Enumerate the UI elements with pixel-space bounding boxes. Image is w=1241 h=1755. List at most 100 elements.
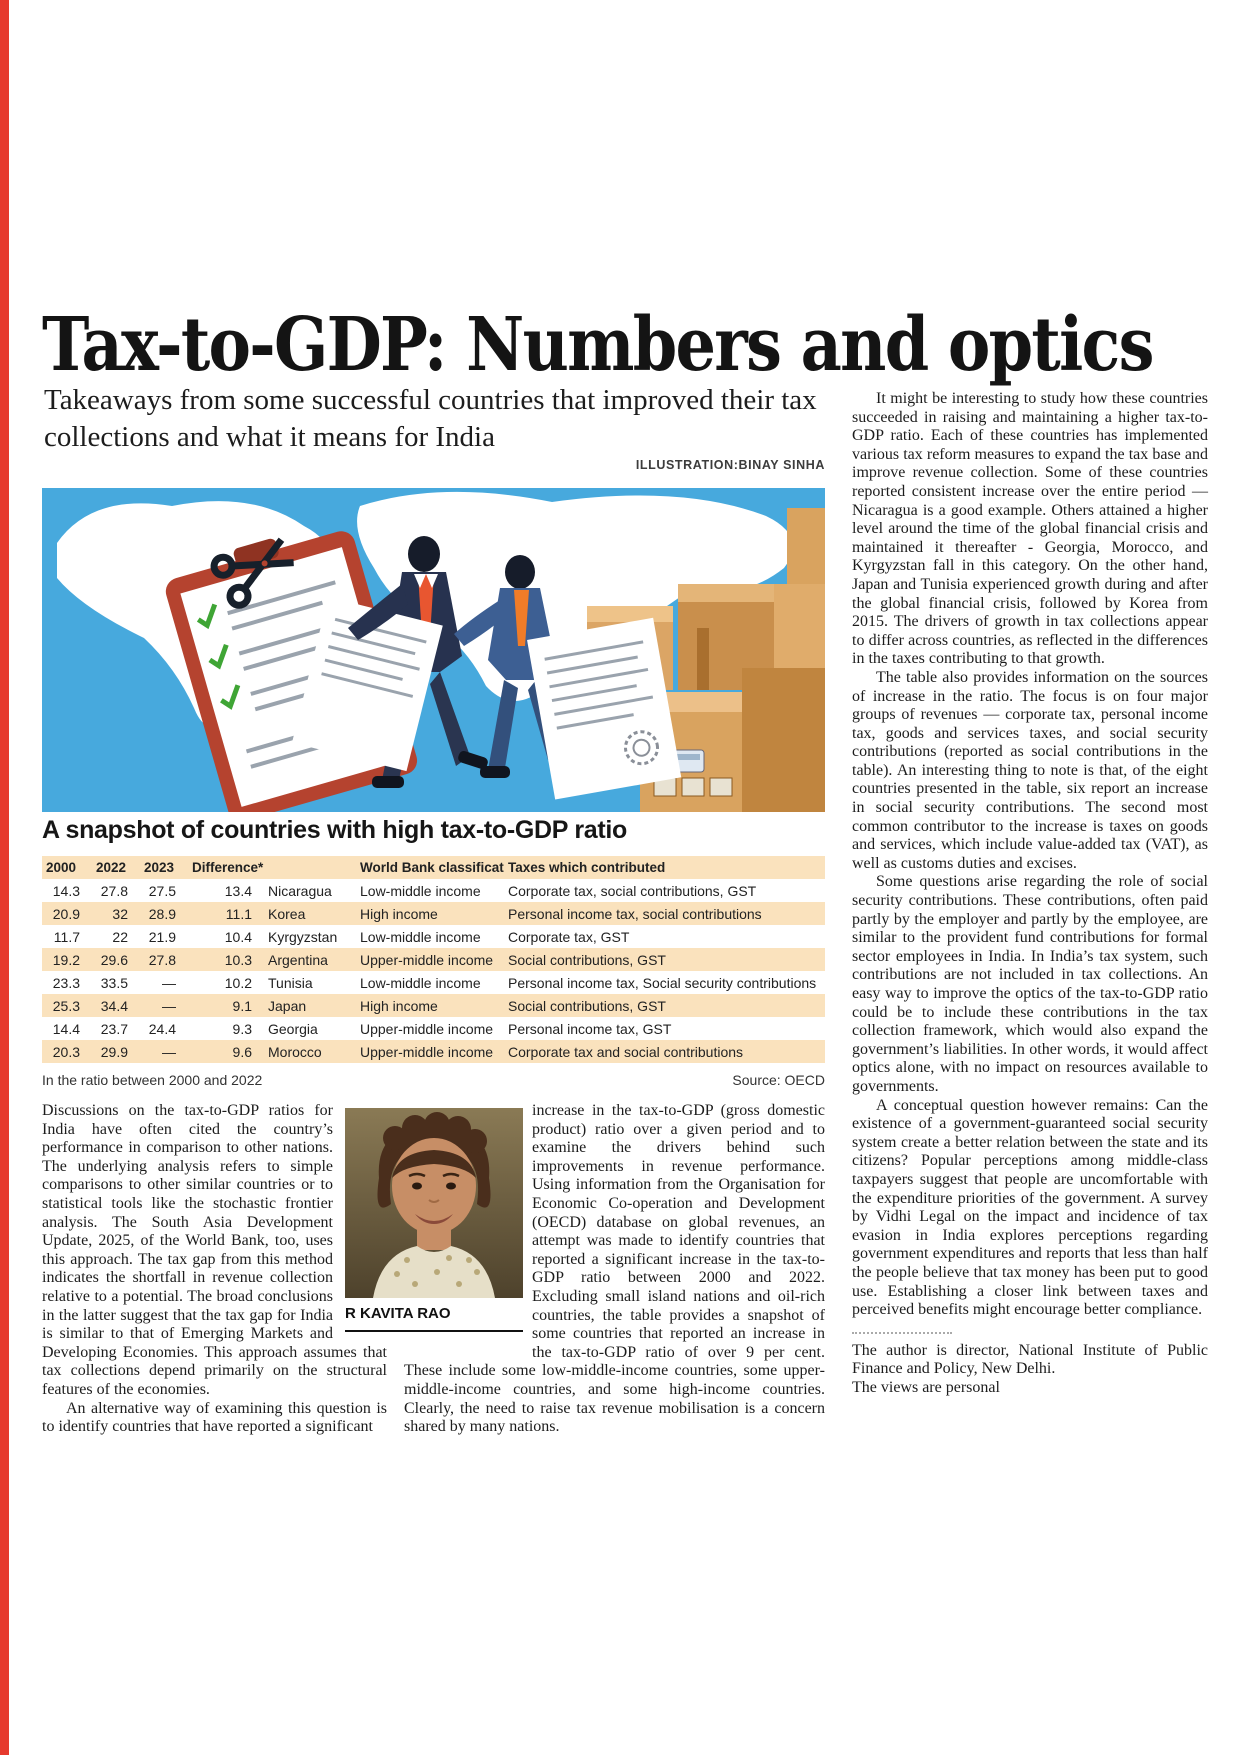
businessman-figure-left	[292, 536, 488, 788]
body-paragraph: The table also provides information on t…	[852, 668, 1208, 872]
table-cell: —	[140, 1040, 188, 1063]
body-paragraph: A conceptual question however remains: C…	[852, 1096, 1208, 1319]
table-cell: Upper-middle income	[360, 1020, 494, 1037]
dotted-separator	[852, 1331, 952, 1334]
table-cell: Korea	[264, 902, 356, 925]
table-cell: 11.1	[188, 902, 264, 925]
illustration-credit: ILLUSTRATION:BINAY SINHA	[635, 458, 825, 472]
table-cell: 10.3	[188, 948, 264, 971]
table-cell: Low-middle income	[360, 928, 481, 945]
table-cell: 9.6	[188, 1040, 264, 1063]
col-header-2023: 2023	[140, 856, 188, 879]
table-cell: 19.2	[42, 948, 92, 971]
table-cell: 9.3	[232, 1020, 252, 1037]
table-cell: 11.7	[53, 928, 80, 945]
table-cell: Kyrgyzstan	[268, 928, 338, 945]
table-cell: 23.3	[52, 974, 80, 991]
body-paragraph: Discussions on the tax-to-GDP ratios for…	[42, 1102, 387, 1398]
author-note: The author is director, National Institu…	[852, 1342, 1208, 1398]
table-cell: 29.9	[92, 1040, 140, 1063]
table-cell: 20.9	[42, 902, 92, 925]
table-cell: —	[162, 974, 176, 991]
table-source: Source: OECD	[732, 1072, 825, 1088]
table-cell: Personal income tax, Social security con…	[508, 974, 817, 991]
table-cell: Argentina	[264, 948, 356, 971]
table-cell: 28.9	[140, 902, 188, 925]
table-cell: 32	[92, 902, 140, 925]
businessman-figure-right	[454, 555, 682, 800]
subtitle: Takeaways from some successful countries…	[44, 384, 817, 453]
col-header-taxes: Taxes which contributed	[504, 856, 825, 879]
table-cell: Social contributions, GST	[504, 948, 825, 971]
table-cell: Corporate tax, social contributions, GST	[508, 882, 757, 899]
table-cell: 21.9	[148, 928, 176, 945]
scissors-icon	[210, 537, 294, 609]
table-cell: Low-middle income	[360, 974, 481, 991]
table-cell: 14.3	[52, 882, 80, 899]
table-row: 25.3 34.4 — 9.1 Japan High income Social…	[42, 994, 825, 1017]
col-header-country	[264, 856, 356, 879]
body-paragraph: An alternative way of examining this que…	[42, 1399, 387, 1436]
table-row: 11.7 22 21.9 10.4 Kyrgyzstan Low-middle …	[42, 925, 825, 948]
table-cell: 9.1	[188, 994, 264, 1017]
table-cell: 22	[112, 928, 128, 945]
author-portrait-photo	[345, 1108, 523, 1298]
table-cell: Corporate tax, GST	[508, 928, 630, 945]
body-paragraph: increase in the tax-to-GDP (gross domest…	[404, 1102, 825, 1436]
table-cell: 34.4	[92, 994, 140, 1017]
col-header-classification: World Bank classification	[356, 856, 504, 879]
illustration-graphic	[42, 488, 825, 821]
article-column-2: increase in the tax-to-GDP (gross domest…	[404, 1102, 825, 1437]
table-cell: —	[140, 994, 188, 1017]
checkmark-icons	[196, 603, 241, 710]
red-spine-bar	[0, 0, 9, 1755]
table-row: 19.2 29.6 27.8 10.3 Argentina Upper-midd…	[42, 948, 825, 971]
article-body: Discussions on the tax-to-GDP ratios for…	[42, 1102, 825, 1482]
page-title: Tax-to-GDP: Numbers and optics	[42, 301, 1154, 388]
table-cell: Tunisia	[268, 974, 313, 991]
table-cell: 33.5	[100, 974, 128, 991]
table-row: 20.9 32 28.9 11.1 Korea High income Pers…	[42, 902, 825, 925]
table-cell: 20.3	[42, 1040, 92, 1063]
table-cell: Upper-middle income	[356, 1040, 504, 1063]
table-cell: Low-middle income	[360, 882, 481, 899]
table-cell: 13.4	[224, 882, 252, 899]
table-title: A snapshot of countries with high tax-to…	[42, 816, 628, 844]
table-cell: Nicaragua	[268, 882, 332, 899]
illustration	[42, 488, 825, 821]
col-header-difference: Difference*	[188, 856, 264, 879]
table-cell: Upper-middle income	[356, 948, 504, 971]
body-paragraph: It might be interesting to study how the…	[852, 390, 1208, 668]
table-cell: Social contributions, GST	[504, 994, 825, 1017]
col-header-2000: 2000	[42, 856, 92, 879]
table-cell: High income	[356, 902, 504, 925]
table-header-row: 2000 2022 2023 Difference* World Bank cl…	[42, 856, 825, 879]
table-cell: 27.8	[140, 948, 188, 971]
table-cell: Morocco	[264, 1040, 356, 1063]
table-cell: 25.3	[42, 994, 92, 1017]
right-column: It might be interesting to study how the…	[852, 390, 1208, 1397]
table-cell: High income	[356, 994, 504, 1017]
table-cell: Personal income tax, social contribution…	[504, 902, 825, 925]
col-header-2022: 2022	[92, 856, 140, 879]
table-row: 14.3 27.8 27.5 13.4 Nicaragua Low-middle…	[42, 879, 825, 902]
snapshot-table: 2000 2022 2023 Difference* World Bank cl…	[42, 856, 825, 1063]
table-row: 20.3 29.9 — 9.6 Morocco Upper-middle inc…	[42, 1040, 825, 1063]
body-paragraph: Some questions arise regarding the role …	[852, 873, 1208, 1095]
table-cell: 27.8	[100, 882, 128, 899]
table-cell: 24.4	[148, 1020, 176, 1037]
table-row: 14.4 23.7 24.4 9.3 Georgia Upper-middle …	[42, 1017, 825, 1040]
table-cell: Georgia	[268, 1020, 318, 1037]
table-cell: 29.6	[92, 948, 140, 971]
table-cell: 10.2	[224, 974, 252, 991]
author-photo-block: R KAVITA RAO	[345, 1108, 523, 1332]
article-column-1: Discussions on the tax-to-GDP ratios for…	[42, 1102, 387, 1437]
table-cell: Corporate tax and social contributions	[504, 1040, 825, 1063]
table-footnote: In the ratio between 2000 and 2022	[42, 1072, 263, 1088]
photo-caption: R KAVITA RAO	[345, 1298, 523, 1332]
table-cell: 14.4	[52, 1020, 80, 1037]
table-cell: 27.5	[148, 882, 176, 899]
table-cell: 23.7	[100, 1020, 128, 1037]
author-line: The author is director, National Institu…	[852, 1341, 1208, 1378]
table-cell: Japan	[264, 994, 356, 1017]
